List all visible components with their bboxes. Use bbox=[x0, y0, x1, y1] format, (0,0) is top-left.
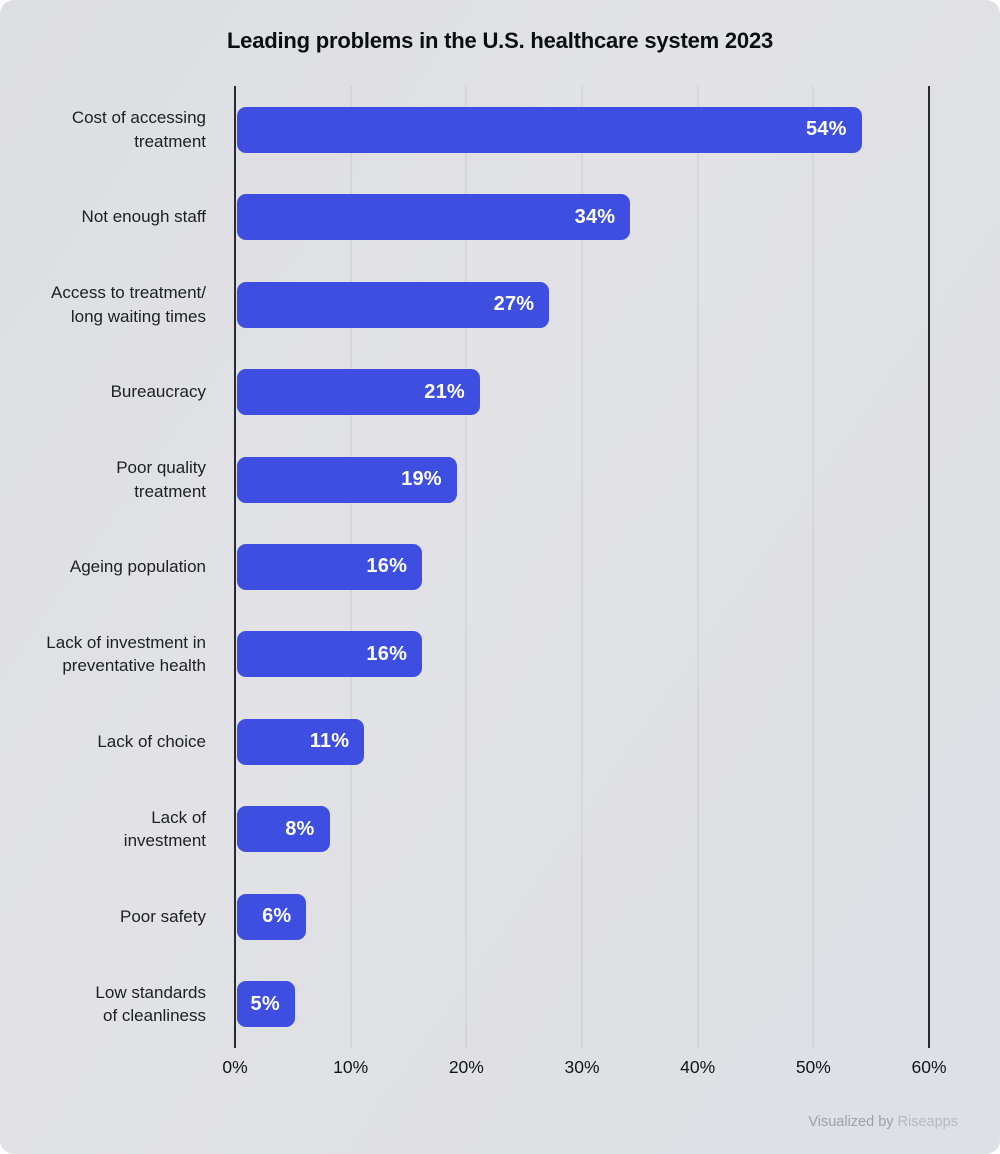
x-axis: 0% 10% 20% 30% 40% 50% 60% bbox=[222, 1057, 946, 1085]
category-label: Bureaucracy bbox=[110, 382, 206, 402]
bar-rows: Cost of accessing treatment 54% Not enough … bbox=[0, 86, 929, 1048]
bar-row: Poor safety 6% bbox=[0, 873, 929, 960]
bar-track: 16% bbox=[235, 631, 929, 678]
bar-value-label: 34% bbox=[574, 205, 616, 228]
bar-row: Lack of choice 11% bbox=[0, 698, 929, 785]
bar: 5% bbox=[237, 981, 295, 1028]
category-label: Lack of investment bbox=[123, 807, 206, 851]
bar-value-label: 16% bbox=[366, 555, 408, 578]
gridline bbox=[465, 86, 467, 1048]
bar-track: 34% bbox=[235, 194, 929, 241]
category-label: Not enough staff bbox=[81, 207, 206, 227]
category-label: Low standards of cleanliness bbox=[95, 982, 206, 1026]
category-label: Ageing population bbox=[69, 557, 206, 577]
bar-track: 6% bbox=[235, 893, 929, 940]
bar: 21% bbox=[237, 369, 480, 416]
bar-row: Lack of investment 8% bbox=[0, 786, 929, 873]
bar-row: Lack of investment in preventative health… bbox=[0, 611, 929, 698]
bar: 6% bbox=[237, 893, 307, 940]
watermark-brand: Riseapps bbox=[897, 1114, 958, 1130]
bar-value-label: 8% bbox=[285, 817, 315, 840]
bar: 34% bbox=[237, 194, 631, 241]
bar-row: Cost of accessing treatment 54% bbox=[0, 86, 929, 173]
bar-track: 27% bbox=[235, 281, 929, 328]
bar-row: Poor quality treatment 19% bbox=[0, 436, 929, 523]
category-label: Lack of investment in preventative health bbox=[46, 632, 206, 676]
x-tick-label: 50% bbox=[795, 1057, 831, 1077]
category-label: Lack of choice bbox=[97, 732, 206, 752]
bar-track: 16% bbox=[235, 543, 929, 590]
gridline bbox=[697, 86, 699, 1048]
category-label: Access to treatment/long waiting times bbox=[51, 283, 206, 326]
bar-value-label: 16% bbox=[366, 642, 408, 665]
bar-value-label: 21% bbox=[424, 380, 465, 403]
bar-value-label: 27% bbox=[493, 293, 535, 316]
bar-track: 19% bbox=[235, 456, 929, 503]
x-tick-label: 10% bbox=[333, 1057, 369, 1077]
x-tick-label: 20% bbox=[448, 1057, 484, 1077]
bar-row: Ageing population 16% bbox=[0, 523, 929, 610]
category-label: Poor safety bbox=[120, 907, 206, 927]
bar-row: Not enough staff 34% bbox=[0, 173, 929, 260]
bar-track: 8% bbox=[235, 806, 929, 853]
category-label: Cost of accessing treatment bbox=[71, 108, 206, 151]
x-tick-label: 30% bbox=[564, 1057, 600, 1077]
bar-track: 21% bbox=[235, 369, 929, 416]
bar-row: Access to treatment/long waiting times 27… bbox=[0, 261, 929, 348]
bar-row: Bureaucracy 21% bbox=[0, 348, 929, 435]
bar-value-label: 6% bbox=[262, 905, 292, 928]
bar: 16% bbox=[237, 543, 423, 590]
bar-value-label: 54% bbox=[805, 118, 847, 141]
bar-track: 11% bbox=[235, 718, 929, 765]
bar: 19% bbox=[237, 456, 457, 503]
bar: 8% bbox=[237, 806, 330, 853]
bar: 54% bbox=[237, 106, 862, 153]
gridline bbox=[581, 86, 583, 1048]
chart-title: Leading problems in the U.S. healthcare … bbox=[226, 28, 774, 53]
bar: 11% bbox=[237, 718, 365, 765]
category-label: Poor quality treatment bbox=[116, 458, 206, 501]
bar-track: 5% bbox=[235, 981, 929, 1028]
gridline bbox=[234, 86, 236, 1048]
bar-value-label: 11% bbox=[309, 730, 350, 753]
x-tick-label: 60% bbox=[911, 1057, 947, 1077]
watermark: Visualized by Riseapps bbox=[808, 1114, 958, 1130]
gridline bbox=[812, 86, 814, 1048]
bar: 27% bbox=[237, 281, 550, 328]
gridline bbox=[928, 86, 930, 1048]
x-tick-label: 0% bbox=[222, 1057, 248, 1077]
bar: 16% bbox=[237, 631, 423, 678]
watermark-prefix: Visualized by bbox=[808, 1114, 898, 1130]
bar-row: Low standards of cleanliness 5% bbox=[0, 961, 929, 1048]
x-tick-label: 40% bbox=[680, 1057, 716, 1077]
bar-value-label: 5% bbox=[250, 992, 280, 1015]
bar-track: 54% bbox=[235, 106, 929, 153]
bar-value-label: 19% bbox=[401, 468, 442, 491]
